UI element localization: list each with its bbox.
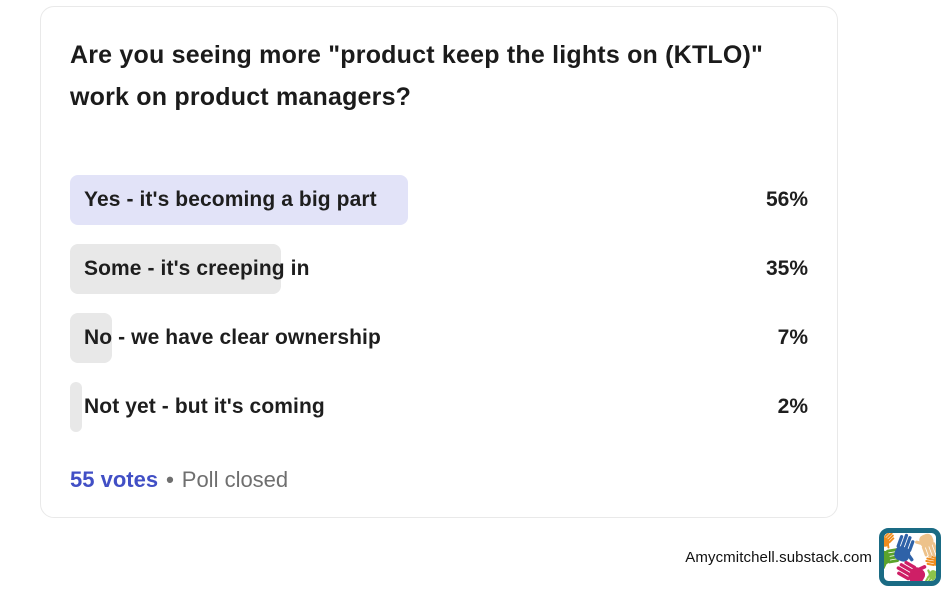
attribution: Amycmitchell.substack.com [685, 528, 941, 586]
poll-footer: 55 votes • Poll closed [70, 467, 808, 493]
poll-option-bar [70, 382, 83, 432]
votes-link[interactable]: 55 votes [70, 467, 159, 492]
poll-option-row: Yes - it's becoming a big part 56% [70, 175, 808, 225]
poll-option-label: Some - it's creeping in [84, 257, 310, 280]
poll-option-percent: 2% [777, 395, 808, 418]
poll-question: Are you seeing more "product keep the li… [70, 41, 764, 111]
poll-option-percent: 56% [765, 188, 808, 211]
poll-option-bar [70, 175, 408, 225]
poll-options-list: Yes - it's becoming a big part 56% Some … [70, 175, 808, 432]
hands-logo-icon [879, 528, 941, 586]
poll-option-label: Not yet - but it's coming [84, 395, 325, 418]
attribution-text: Amycmitchell.substack.com [685, 548, 872, 566]
poll-status: Poll closed [181, 467, 289, 492]
poll-option-bar [70, 244, 282, 294]
poll-option-percent: 7% [777, 326, 808, 349]
footer-separator: • [166, 467, 174, 492]
poll-option-percent: 35% [765, 257, 808, 280]
poll-option-row: Not yet - but it's coming 2% [70, 382, 808, 432]
poll-option-bar [70, 313, 113, 363]
poll-option-row: No - we have clear ownership 7% [70, 313, 808, 363]
poll-card: Are you seeing more "product keep the li… [40, 6, 838, 518]
poll-option-label: Yes - it's becoming a big part [84, 188, 377, 211]
poll-option-label: No - we have clear ownership [84, 326, 381, 349]
poll-option-row: Some - it's creeping in 35% [70, 244, 808, 294]
